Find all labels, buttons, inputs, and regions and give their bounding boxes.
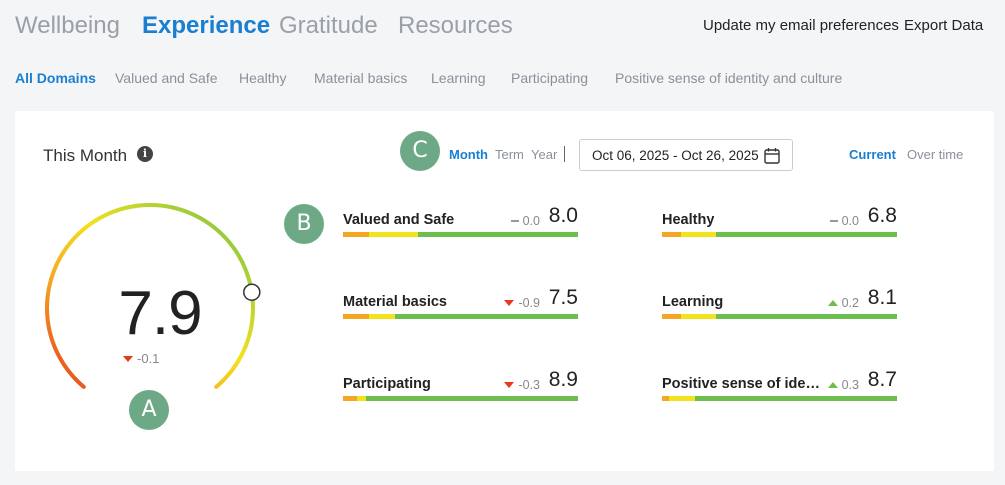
date-range-picker[interactable]: Oct 06, 2025 - Oct 26, 2025 bbox=[579, 139, 793, 171]
overall-score: 7.9 bbox=[118, 279, 202, 348]
overall-gauge bbox=[45, 202, 261, 389]
domain-name: Healthy bbox=[662, 212, 715, 228]
top-navigation: Wellbeing Experience Gratitude Resources… bbox=[0, 0, 1005, 58]
bar-segment bbox=[394, 232, 419, 237]
subtab-all-domains[interactable]: All Domains bbox=[15, 70, 96, 86]
subtab-learning[interactable]: Learning bbox=[431, 70, 486, 86]
gauge-arc bbox=[45, 202, 255, 389]
bar-segment bbox=[343, 396, 358, 401]
bar-segment bbox=[662, 314, 681, 319]
calendar-icon bbox=[764, 148, 780, 164]
domain-score: 8.7 bbox=[867, 368, 897, 391]
domain-score-bar bbox=[662, 314, 897, 319]
period-divider bbox=[564, 146, 565, 162]
domain-score: 6.8 bbox=[867, 204, 897, 227]
subtab-positive-identity[interactable]: Positive sense of identity and culture bbox=[615, 70, 843, 86]
domain-item[interactable]: Healthy 0.0 6.8 bbox=[662, 204, 897, 242]
bar-segment bbox=[343, 232, 369, 237]
tab-gratitude[interactable]: Gratitude bbox=[279, 12, 378, 39]
domain-name: Material basics bbox=[343, 294, 447, 310]
bar-segment bbox=[662, 396, 670, 401]
bar-segment bbox=[343, 314, 369, 319]
down-arrow-icon bbox=[504, 382, 515, 388]
bar-segment bbox=[552, 314, 578, 319]
domain-score: 8.0 bbox=[548, 204, 578, 227]
subtab-valued-and-safe[interactable]: Valued and Safe bbox=[115, 70, 218, 86]
view-over-time[interactable]: Over time bbox=[907, 147, 964, 162]
domain-score-bar bbox=[662, 232, 897, 237]
period-month[interactable]: Month bbox=[449, 147, 488, 162]
domain-delta-value: 0.0 bbox=[841, 214, 859, 228]
domain-delta: -0.9 bbox=[504, 296, 540, 310]
bar-segment bbox=[662, 232, 681, 237]
domain-score: 7.5 bbox=[548, 286, 578, 309]
subtab-material-basics[interactable]: Material basics bbox=[314, 70, 408, 86]
down-arrow-icon bbox=[504, 300, 515, 306]
card-title: This Month bbox=[43, 146, 128, 165]
domain-delta: 0.0 bbox=[829, 214, 859, 228]
domain-delta-value: -0.9 bbox=[518, 296, 540, 310]
domain-score: 8.1 bbox=[867, 286, 897, 309]
domain-score-bar bbox=[343, 396, 578, 401]
domain-score-bar bbox=[343, 314, 578, 319]
domain-item[interactable]: Learning 0.2 8.1 bbox=[662, 286, 897, 324]
bar-segment bbox=[368, 314, 395, 319]
domain-name: Participating bbox=[343, 376, 431, 392]
bar-segment bbox=[680, 232, 717, 237]
bar-segment bbox=[357, 396, 367, 401]
domain-score: 8.9 bbox=[548, 368, 578, 391]
up-arrow-icon bbox=[827, 382, 838, 388]
overall-delta: -0.1 bbox=[123, 351, 193, 366]
domain-item[interactable]: Valued and Safe 0.0 8.0 bbox=[343, 204, 578, 242]
period-term[interactable]: Term bbox=[495, 147, 524, 162]
domain-delta: 0.0 bbox=[510, 214, 540, 228]
update-email-preferences-link[interactable]: Update my email preferences bbox=[703, 17, 899, 34]
bar-segment bbox=[680, 314, 717, 319]
bar-segment bbox=[368, 232, 395, 237]
tab-wellbeing[interactable]: Wellbeing bbox=[15, 12, 120, 39]
period-year[interactable]: Year bbox=[531, 147, 558, 162]
bar-segment bbox=[716, 314, 897, 319]
no-change-icon bbox=[510, 220, 519, 222]
domain-delta: 0.2 bbox=[827, 296, 859, 310]
domain-score-bar bbox=[662, 396, 897, 401]
bar-segment bbox=[394, 314, 553, 319]
bar-segment bbox=[716, 232, 897, 237]
overall-delta-value: -0.1 bbox=[137, 351, 160, 366]
badge-b: B bbox=[284, 204, 324, 244]
domain-name: Valued and Safe bbox=[343, 212, 455, 228]
view-current[interactable]: Current bbox=[849, 147, 896, 162]
export-data-link[interactable]: Export Data bbox=[904, 17, 984, 34]
bar-segment bbox=[366, 396, 578, 401]
badge-a: A bbox=[129, 390, 169, 430]
domain-name: Learning bbox=[662, 294, 724, 310]
domain-delta-value: 0.0 bbox=[522, 214, 540, 228]
info-icon[interactable]: i bbox=[137, 146, 153, 162]
gauge-knob bbox=[243, 283, 261, 301]
subtab-healthy[interactable]: Healthy bbox=[239, 70, 287, 86]
domain-delta-value: 0.3 bbox=[841, 378, 859, 392]
domain-name: Positive sense of ident... bbox=[662, 376, 820, 392]
bar-segment bbox=[418, 232, 578, 237]
subtab-participating[interactable]: Participating bbox=[511, 70, 589, 86]
domain-delta: -0.3 bbox=[504, 378, 540, 392]
badge-c: C bbox=[400, 131, 440, 171]
experience-card: This Month i C Month Term Year Oct 06, 2… bbox=[15, 111, 994, 471]
domain-delta: 0.3 bbox=[827, 378, 859, 392]
bar-segment bbox=[694, 396, 897, 401]
domain-item[interactable]: Positive sense of ident... 0.3 8.7 bbox=[662, 368, 897, 406]
domain-item[interactable]: Participating -0.3 8.9 bbox=[343, 368, 578, 406]
domain-subnav: All Domains Valued and Safe Healthy Mate… bbox=[0, 70, 1005, 90]
domain-item[interactable]: Material basics -0.9 7.5 bbox=[343, 286, 578, 324]
no-change-icon bbox=[829, 220, 838, 222]
up-arrow-icon bbox=[827, 300, 838, 306]
domain-delta-value: -0.3 bbox=[518, 378, 540, 392]
down-arrow-icon bbox=[123, 356, 133, 362]
tab-experience[interactable]: Experience bbox=[142, 12, 271, 39]
tab-resources[interactable]: Resources bbox=[398, 12, 513, 39]
date-range-text: Oct 06, 2025 - Oct 26, 2025 bbox=[592, 148, 759, 163]
domain-score-bar bbox=[343, 232, 578, 237]
domain-delta-value: 0.2 bbox=[841, 296, 859, 310]
bar-segment bbox=[669, 396, 695, 401]
